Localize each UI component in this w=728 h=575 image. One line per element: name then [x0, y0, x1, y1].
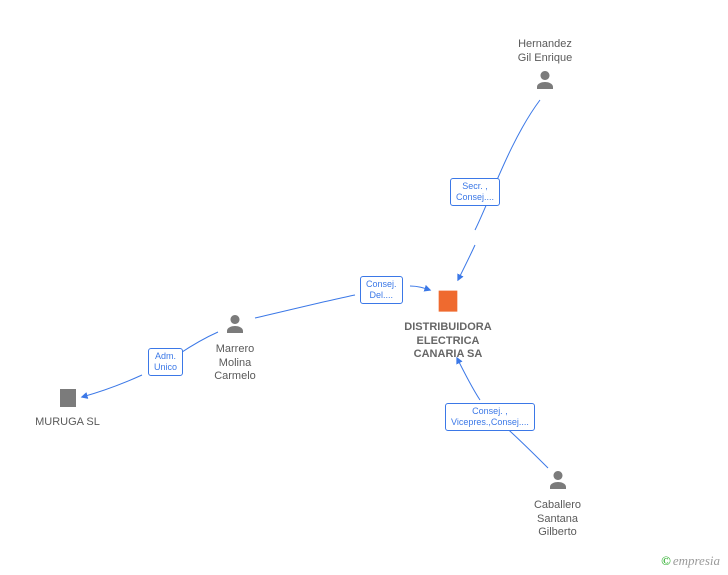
person-icon [533, 83, 557, 95]
diagram-canvas: { "diagram": { "type": "network", "backg… [0, 0, 728, 575]
node-caballero[interactable]: Caballero Santana Gilberto [525, 468, 590, 540]
node-marrero[interactable]: Marrero Molina Carmelo [205, 312, 265, 384]
building-icon [56, 400, 80, 412]
node-distribuidora[interactable]: DISTRIBUIDORA ELECTRICA CANARIA SA [398, 286, 498, 362]
person-icon [546, 483, 570, 495]
node-label: Marrero Molina Carmelo [205, 343, 265, 384]
person-icon [223, 327, 247, 339]
node-label: Hernandez Gil Enrique [510, 38, 580, 66]
node-label: MURUGA SL [30, 416, 105, 430]
building-icon [434, 305, 462, 317]
node-label: Caballero Santana Gilberto [525, 499, 590, 540]
edge-label-caballero-dist: Consej. , Vicepres.,Consej.... [445, 403, 535, 431]
edge-label-hernandez-dist: Secr. , Consej.... [450, 178, 500, 206]
watermark: ©empresia [661, 553, 720, 569]
node-hernandez[interactable]: Hernandez Gil Enrique [510, 38, 580, 96]
node-muruga[interactable]: MURUGA SL [30, 385, 105, 430]
edge-label-marrero-dist: Consej. Del.... [360, 276, 403, 304]
edge-label-marrero-muruga: Adm. Unico [148, 348, 183, 376]
node-label: DISTRIBUIDORA ELECTRICA CANARIA SA [398, 321, 498, 362]
